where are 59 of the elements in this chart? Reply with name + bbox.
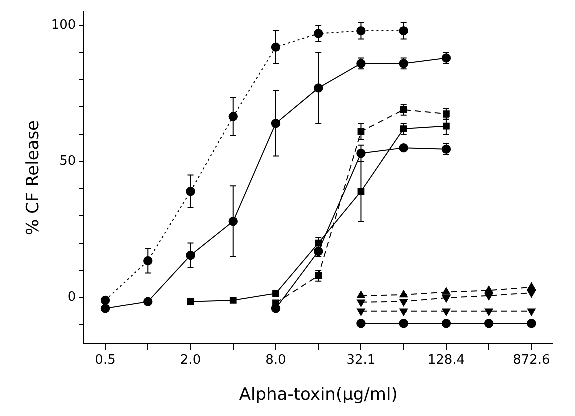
point (356, 318, 366, 328)
point (230, 297, 237, 304)
x-tick-label: 8.0 (266, 353, 286, 368)
point (271, 42, 281, 52)
point (357, 308, 366, 316)
point (442, 308, 451, 316)
point (100, 304, 110, 314)
point (100, 296, 110, 306)
point (399, 143, 408, 153)
point (527, 318, 536, 328)
point (528, 290, 536, 298)
point (357, 291, 366, 298)
y-tick-label: 0 (68, 290, 76, 306)
point (399, 318, 408, 328)
point (485, 308, 494, 316)
x-tick-label: 128.4 (428, 353, 466, 368)
point (187, 298, 194, 306)
point (356, 26, 366, 36)
point (144, 297, 153, 306)
point (358, 128, 365, 136)
point (400, 290, 408, 298)
point (400, 126, 408, 132)
point (228, 112, 238, 122)
point (358, 188, 365, 196)
point (528, 308, 536, 316)
point (528, 282, 536, 290)
point (228, 216, 238, 226)
point (314, 29, 324, 38)
point (315, 272, 322, 280)
y-tick-label: 50 (60, 154, 76, 170)
x-axis-title: Alpha-toxin(μg/ml) (239, 385, 398, 406)
point (272, 290, 280, 298)
y-axis-title: % CF Release (24, 120, 44, 236)
point (315, 240, 322, 247)
point (399, 26, 408, 36)
x-tick-label: 2.0 (180, 353, 202, 368)
point (357, 300, 366, 307)
point (442, 318, 452, 328)
point (400, 299, 408, 306)
y-tick-label: 100 (51, 18, 76, 33)
point (485, 286, 494, 294)
point (271, 118, 281, 128)
x-tick-label: 0.5 (95, 353, 116, 368)
point (400, 308, 408, 316)
point (186, 187, 196, 196)
point (442, 295, 451, 303)
point (186, 250, 196, 260)
point (144, 256, 153, 266)
point (356, 148, 366, 158)
point (443, 110, 450, 118)
point (442, 288, 451, 295)
point (443, 122, 450, 130)
x-tick-label: 872.6 (513, 353, 550, 368)
point (314, 84, 324, 93)
x-tick-label: 32.1 (346, 353, 376, 368)
point (400, 106, 408, 114)
point (484, 318, 494, 328)
point (272, 300, 280, 307)
point (485, 293, 494, 300)
